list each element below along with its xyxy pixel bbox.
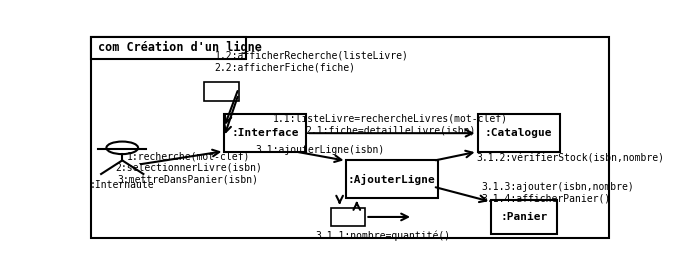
Text: 3.1.1:nombre=quantité(): 3.1.1:nombre=quantité() <box>315 231 450 241</box>
FancyBboxPatch shape <box>224 114 306 152</box>
Text: 1.2:afficherRecherche(listeLivre)
2.2:afficherFiche(fiche): 1.2:afficherRecherche(listeLivre) 2.2:af… <box>215 51 409 72</box>
FancyBboxPatch shape <box>491 200 557 234</box>
FancyBboxPatch shape <box>91 37 246 59</box>
FancyBboxPatch shape <box>346 160 438 198</box>
Text: :Panier: :Panier <box>501 212 548 222</box>
Text: 3.1.3:ajouter(isbn,nombre)
3.1.4:afficherPanier(): 3.1.3:ajouter(isbn,nombre) 3.1.4:affiche… <box>481 182 634 204</box>
Text: 1.1:listeLivre=rechercheLivres(mot-clef)
2.1:fiche=detailleLivre(isbn): 1.1:listeLivre=rechercheLivres(mot-clef)… <box>273 114 508 136</box>
Text: :AjouterLigne: :AjouterLigne <box>348 174 436 185</box>
FancyBboxPatch shape <box>204 82 239 101</box>
Text: com Création d'un ligne: com Création d'un ligne <box>98 41 263 54</box>
Text: 3.1.2:vérifierStock(isbn,nombre): 3.1.2:vérifierStock(isbn,nombre) <box>477 153 664 163</box>
FancyBboxPatch shape <box>331 208 366 226</box>
Text: 3.1:ajouterLigne(isbn): 3.1:ajouterLigne(isbn) <box>256 145 385 155</box>
FancyBboxPatch shape <box>91 37 608 238</box>
FancyBboxPatch shape <box>477 114 560 152</box>
Text: 1:recherche(mot-clef)
2:selectionnerLivre(isbn)
3:mettreDansPanier(isbn): 1:recherche(mot-clef) 2:selectionnerLivr… <box>115 151 262 184</box>
Text: :Catalogue: :Catalogue <box>485 128 552 138</box>
Text: :Interface: :Interface <box>231 128 299 138</box>
Text: :Internaute: :Internaute <box>90 180 155 190</box>
